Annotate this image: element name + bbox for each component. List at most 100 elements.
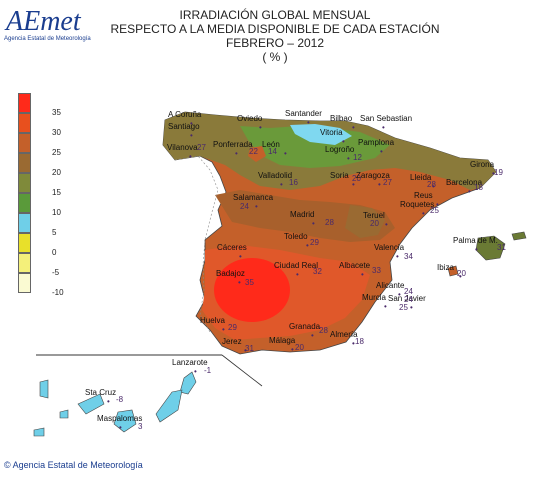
station-marker-icon: • <box>238 278 241 287</box>
station-value: 28 <box>319 326 328 335</box>
station: •Soria 20 <box>330 171 361 189</box>
station-name: Valencia <box>374 243 405 252</box>
station-marker-icon: • <box>239 252 242 261</box>
legend-swatch <box>18 113 31 133</box>
legend-swatch <box>18 153 31 173</box>
station-marker-icon: • <box>194 367 197 376</box>
station-marker-icon: • <box>459 272 462 281</box>
station-name: Murcia <box>362 293 387 302</box>
legend-value: 35 <box>52 108 61 117</box>
station-value: 31 <box>245 344 254 353</box>
copyright-icon: © <box>4 460 11 470</box>
legend-value: 15 <box>52 188 61 197</box>
leon-spot <box>248 146 266 162</box>
logo-main-text: AEmet <box>4 6 82 37</box>
station-value: 16 <box>289 178 298 187</box>
station-name: Almería <box>330 330 358 339</box>
station-value: 19 <box>494 168 503 177</box>
tenerife-island <box>77 393 105 415</box>
station-name: Vitoria <box>320 128 343 137</box>
station-name: San Sebastian <box>360 114 412 123</box>
station: •Santiago <box>168 122 200 140</box>
lanzarote-island <box>179 371 197 395</box>
station-value: 12 <box>353 153 362 162</box>
la-palma-island <box>39 379 49 399</box>
legend-swatch <box>18 133 31 153</box>
legend-value: 20 <box>52 168 61 177</box>
station-name: Reus <box>414 191 433 200</box>
el-hierro-island <box>33 427 45 437</box>
station-marker-icon: • <box>222 325 225 334</box>
station-value: 22 <box>249 147 258 156</box>
station-marker-icon: • <box>291 345 294 354</box>
station-name: Pamplona <box>358 138 395 147</box>
station-marker-icon: • <box>311 331 314 340</box>
station-value: 35 <box>245 278 254 287</box>
legend-swatch <box>18 93 31 113</box>
station-marker-icon: • <box>475 245 478 254</box>
station: •Sta Cruz-8 <box>85 388 124 406</box>
aemet-logo: AEmet Agencia Estatal de Meteorología <box>4 6 91 42</box>
station-marker-icon: • <box>468 187 471 196</box>
station: •Oviedo <box>237 114 263 132</box>
station-name: Lanzarote <box>172 358 208 367</box>
station-value: 20 <box>295 343 304 352</box>
station-marker-icon: • <box>352 180 355 189</box>
legend-swatch <box>18 193 31 213</box>
station: •Madrid 28 <box>290 210 334 228</box>
station-name: Valladolid <box>258 171 292 180</box>
station-marker-icon: • <box>244 346 247 355</box>
station-value: 20 <box>370 219 379 228</box>
station-name: Ponferrada <box>213 140 253 149</box>
station-marker-icon: • <box>255 202 258 211</box>
station-name: León <box>262 140 280 149</box>
station: •Reus <box>414 191 439 209</box>
station-marker-icon: • <box>492 169 495 178</box>
fuerteventura-island <box>155 389 183 423</box>
portugal-border <box>174 155 219 333</box>
gran-canaria-island <box>113 409 137 433</box>
teruel-spot <box>345 205 385 238</box>
station-name: Zaragoza <box>356 171 390 180</box>
station-name: Santander <box>285 109 322 118</box>
station-marker-icon: • <box>107 397 110 406</box>
station-marker-icon: • <box>385 220 388 229</box>
station-name: Cáceres <box>217 243 247 252</box>
menorca-island <box>511 231 527 241</box>
station-value: -8 <box>116 395 124 404</box>
station-value: 3 <box>138 422 143 431</box>
station-marker-icon: • <box>189 152 192 161</box>
station-value: 29 <box>228 323 237 332</box>
north-band-green <box>240 126 390 168</box>
legend-value: 30 <box>52 128 61 137</box>
station-marker-icon: • <box>312 219 315 228</box>
station-value: 32 <box>313 267 322 276</box>
station: •Santander <box>285 109 322 127</box>
credit-text: Agencia Estatal de Meteorología <box>12 460 143 470</box>
station-value: 24 <box>240 202 249 211</box>
station-name: Huelva <box>200 316 225 325</box>
station-value: 28 <box>325 218 334 227</box>
station-value: 18 <box>355 337 364 346</box>
station-name: Albacete <box>339 261 371 270</box>
station-name: Granada <box>289 322 321 331</box>
station: •Lanzarote-1 <box>172 358 212 376</box>
station-value: 24 <box>404 287 413 296</box>
station-value: 14 <box>268 147 277 156</box>
map-title: IRRADIACIÓN GLOBAL MENSUAL RESPECTO A LA… <box>0 8 550 64</box>
station-marker-icon: • <box>119 423 122 432</box>
title-line-2: RESPECTO A LA MEDIA DISPONIBLE DE CADA E… <box>110 22 440 36</box>
station-value: 25 <box>430 206 439 215</box>
